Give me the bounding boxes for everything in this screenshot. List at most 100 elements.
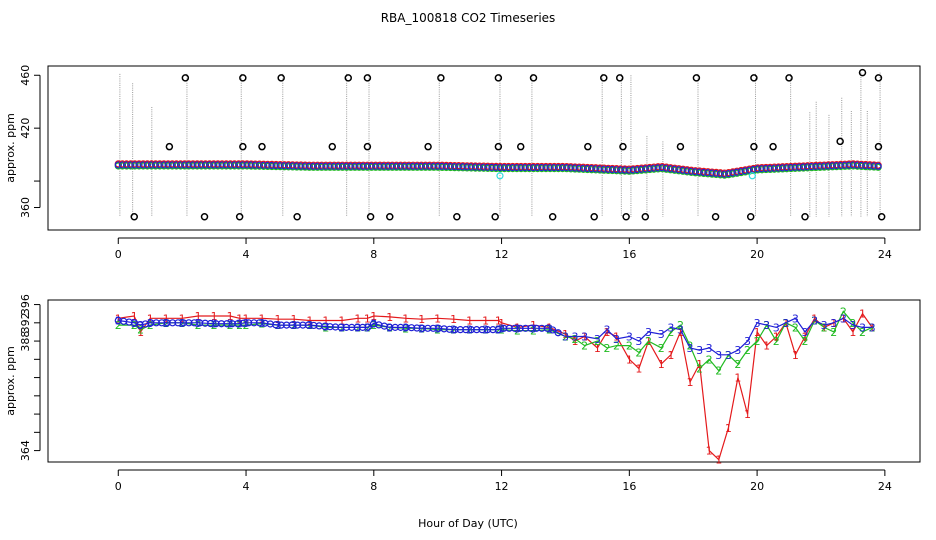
bottom-series-2-marker: 2 <box>869 321 876 334</box>
top-series-3-point <box>824 162 832 170</box>
bottom-series-1-marker: 1 <box>131 310 138 323</box>
top-series-3-point <box>230 161 239 169</box>
bottom-series-3-marker: 3 <box>792 312 799 325</box>
bottom-data-marks: 1 111 1 1 1 1 1 1 1 1 1 1 1 1 1 1 1 1 1 1 1 1 1 1 1 11 1 1 111 111 111… <box>114 305 876 467</box>
top-series-3-point <box>276 162 284 170</box>
top-series-3-point <box>617 166 625 174</box>
top-outlier-mid-point <box>769 142 777 151</box>
top-series-3-point <box>675 166 683 174</box>
top-series-3-point <box>305 162 313 170</box>
bottom-series-2-marker: 2 <box>572 333 579 346</box>
bottom-series-3-marker: 3 <box>434 322 441 335</box>
top-series-3-point <box>438 162 446 170</box>
bottom-series-3-marker: 3 <box>613 333 620 346</box>
top-series-3-point <box>392 162 401 170</box>
top-outlier-high-point <box>344 74 352 82</box>
top-data-marks <box>114 68 886 221</box>
top-series-3-point <box>571 164 579 172</box>
bottom-series-1-line <box>118 312 873 461</box>
bottom-y-tick-label: 364 <box>19 440 32 461</box>
bottom-series-1-marker: 1 <box>338 315 345 328</box>
top-series-3-point <box>774 164 783 172</box>
top-series-3-point <box>197 161 205 169</box>
top-series-3-point <box>754 165 762 173</box>
top-outlier-high-point <box>181 74 190 82</box>
bottom-series-1-marker: 1 <box>354 312 361 325</box>
bottom-series-1-marker: 1 <box>434 312 441 325</box>
bottom-series-1-marker: 1 <box>840 312 847 325</box>
bottom-series-3-marker: 3 <box>830 317 837 330</box>
bottom-series-3-marker: 3 <box>859 321 866 334</box>
top-series-3-point <box>857 161 866 169</box>
top-series-3-point <box>351 162 359 170</box>
chart-title: RBA_100818 CO2 Timeseries <box>381 11 556 25</box>
bottom-series-3-marker: 3 <box>354 321 361 334</box>
top-series-3-point <box>185 161 193 169</box>
top-outlier-low-point <box>386 213 394 221</box>
top-series-3-point <box>463 163 471 171</box>
top-outlier-high-point <box>600 74 608 82</box>
top-series-3-point <box>716 170 724 178</box>
bottom-series-1-marker: 1 <box>243 312 250 325</box>
bottom-series-2-marker: 2 <box>418 322 425 335</box>
bottom-series-1-marker: 1 <box>782 317 789 330</box>
top-series-3-point <box>517 163 525 172</box>
top-y-tick-label: 360 <box>19 197 32 218</box>
bottom-series-1-marker: 1 <box>163 312 170 325</box>
bottom-series-1-marker: 1 <box>658 358 665 371</box>
bottom-series-2-marker: 2 <box>179 317 186 330</box>
bottom-y-axis-label: approx. ppm <box>4 346 17 416</box>
top-outlier-mid-point <box>258 142 266 151</box>
top-series-3-point <box>799 163 808 171</box>
top-series-3-point <box>745 166 754 174</box>
bottom-series-1-marker: 1 <box>562 328 569 341</box>
top-outlier-high-point <box>437 74 445 82</box>
top-series-3-point <box>326 162 334 170</box>
top-series-3-point <box>509 163 517 172</box>
top-x-tick-label: 24 <box>878 248 892 261</box>
top-series-3-point <box>376 162 384 170</box>
top-series-3-point <box>426 162 434 170</box>
top-series-3-point <box>849 161 857 169</box>
top-series-3-point <box>600 165 608 173</box>
bottom-series-2-marker: 2 <box>581 340 588 353</box>
bottom-series-3-marker: 3 <box>645 326 652 339</box>
top-series-3-point <box>417 162 425 170</box>
top-outlier-low-point <box>746 213 755 221</box>
bottom-series-2-marker: 2 <box>594 335 601 348</box>
bottom-series-3-marker: 3 <box>306 319 313 332</box>
top-series-3-point <box>737 167 745 176</box>
top-series-3-point <box>683 167 691 175</box>
top-series-3-point <box>397 162 405 170</box>
bottom-series-2-marker: 2 <box>402 322 409 335</box>
top-series-3-point <box>455 163 463 171</box>
bottom-series-3-point <box>549 326 557 334</box>
top-series-3-point <box>845 161 853 169</box>
top-outlier-low-point <box>130 213 138 221</box>
top-series-3-point <box>625 166 633 174</box>
top-axes: 0 4 8 12 16 20 24 360 420 460 <box>19 65 892 261</box>
top-series-3-point <box>538 163 546 172</box>
top-series-3-point <box>413 162 421 170</box>
bottom-series-1-marker: 1 <box>482 315 489 328</box>
bottom-series-2-marker: 2 <box>322 321 329 334</box>
top-outlier-mid-point <box>516 142 525 151</box>
bottom-series-2-marker: 2 <box>450 324 457 337</box>
bottom-series-1-marker: 1 <box>179 312 186 325</box>
top-series-3-point <box>222 161 230 169</box>
bottom-series-1-marker: 1 <box>236 312 243 325</box>
top-series-3-point <box>787 163 795 172</box>
top-outlier-high-point <box>750 74 758 82</box>
top-series-3-point <box>525 163 533 172</box>
top-series-3-point <box>297 162 305 170</box>
bottom-series-2-marker: 2 <box>658 342 665 355</box>
top-series-3-point <box>152 161 160 169</box>
bottom-series-1-marker: 1 <box>402 312 409 325</box>
top-series-3-point <box>367 162 376 170</box>
top-outlier-high-point <box>874 74 883 82</box>
bottom-plot-frame <box>47 299 921 463</box>
top-series-3-point <box>401 162 409 170</box>
top-series-3-point <box>575 164 583 172</box>
top-series-3-point <box>446 162 455 171</box>
